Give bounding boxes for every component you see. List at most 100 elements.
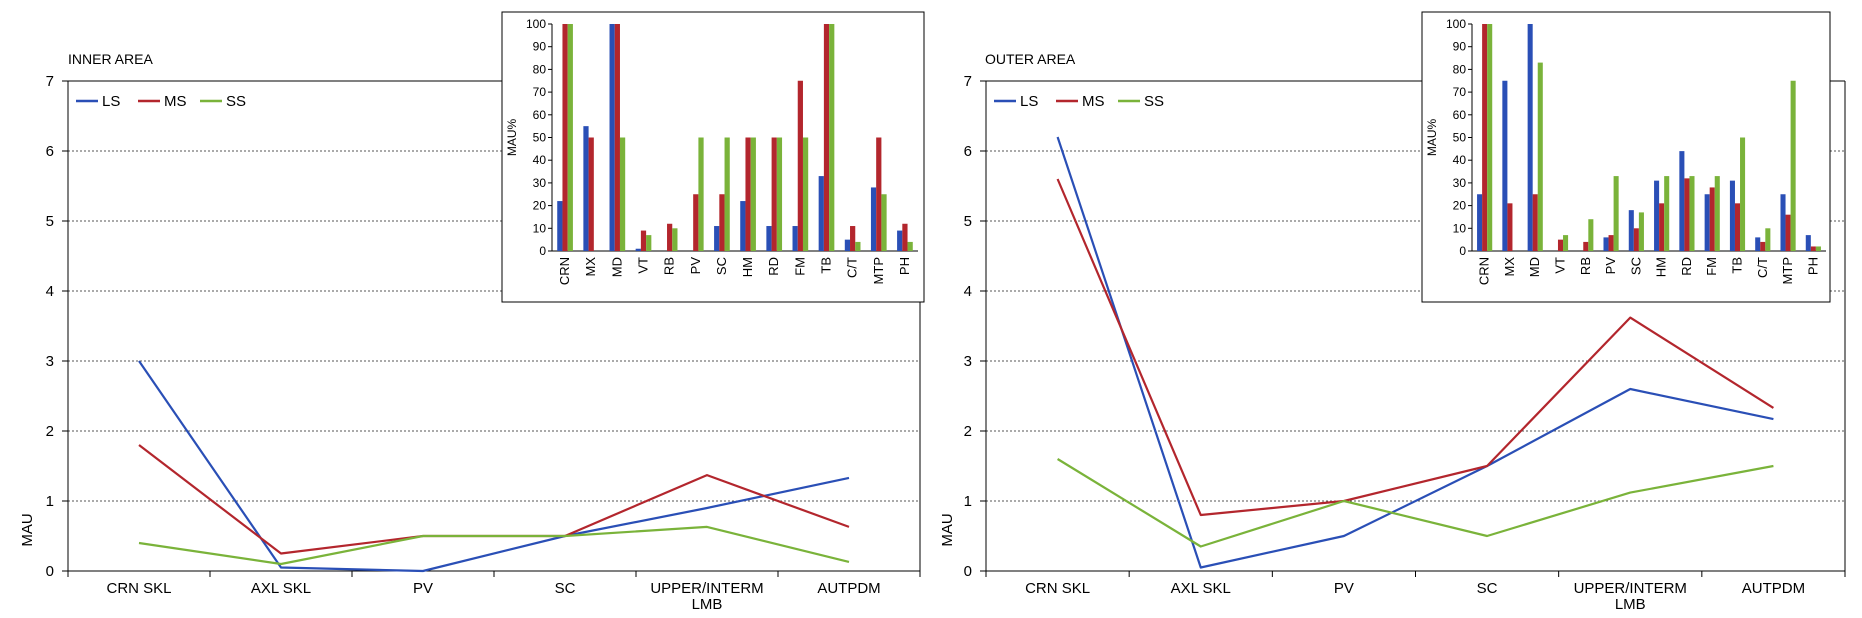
inset-x-tick-label: RB	[1578, 257, 1593, 275]
inset-x-tick-label: HM	[740, 257, 755, 277]
inset-x-tick-label: TB	[819, 257, 834, 274]
bar-ls	[635, 248, 641, 251]
bar-ls	[792, 226, 798, 251]
inner-area-ylabel: MAU	[19, 513, 36, 546]
inset-y-tick-label: 10	[1453, 221, 1467, 235]
bar-ms	[1734, 203, 1741, 251]
series-line-ls	[1056, 136, 1774, 569]
bar-ms	[1709, 187, 1715, 251]
inset-y-tick-label: 40	[533, 153, 547, 167]
inset-y-tick-label: 100	[526, 17, 546, 31]
bar-ss	[1714, 176, 1720, 251]
y-tick-label: 6	[46, 143, 54, 160]
y-tick-label: 6	[964, 143, 972, 160]
inset-x-tick-label: FM	[1704, 257, 1719, 276]
inset-y-tick-label: 30	[1453, 176, 1467, 190]
inset-y-tick-label: 30	[533, 176, 547, 190]
bar-ms	[719, 194, 725, 251]
bar-ls	[844, 239, 851, 251]
bar-ms	[1507, 203, 1513, 251]
x-tick-label: CRN SKL	[106, 580, 171, 597]
bar-ms	[1760, 241, 1766, 251]
series-line-ms	[1056, 178, 1775, 517]
inset-x-tick-label: MX	[1502, 257, 1517, 277]
bar-ss	[855, 241, 861, 251]
bar-ss	[1790, 80, 1796, 251]
inset-y-tick-label: 40	[1453, 153, 1467, 167]
bar-ss	[1613, 176, 1619, 251]
bar-ss	[619, 137, 626, 251]
inset-x-tick-label: VT	[636, 257, 651, 274]
bar-ss	[1689, 176, 1695, 251]
outer-area-ylabel: MAU	[939, 513, 956, 546]
x-tick-label: UPPER/INTERM	[650, 580, 763, 597]
inset-y-tick-label: 20	[1453, 199, 1467, 213]
inset-y-tick-label: 90	[533, 40, 547, 54]
y-tick-label: 4	[46, 283, 54, 300]
y-tick-label: 2	[46, 423, 54, 440]
x-tick-label: PV	[1334, 580, 1354, 597]
outer-line-plot: 0 1 2 3 4 5 6 7 CRN SKL AXL SKL PV SC UPPER/INTERMLM…	[964, 73, 1846, 613]
bar-ls	[1603, 237, 1609, 251]
y-tick-label: 4	[964, 283, 972, 300]
inset-y-tick-label: 70	[1453, 85, 1467, 99]
inset-y-tick-label: 10	[533, 221, 547, 235]
inset-x-tick-label: SC	[714, 257, 729, 275]
bar-ls	[1628, 210, 1634, 251]
y-tick-label: 1	[964, 493, 972, 510]
x-tick-label: AUTPDM	[817, 580, 880, 597]
bar-ms	[1482, 24, 1488, 251]
bar-ls	[818, 176, 824, 251]
inset-y-tick-label: 100	[1446, 17, 1466, 31]
bar-ss	[672, 228, 678, 251]
bar-ss	[1815, 246, 1821, 251]
x-tick-label: AXL SKL	[251, 580, 311, 597]
bar-ms	[1608, 235, 1614, 251]
bar-ls	[583, 126, 589, 251]
bar-ls	[766, 226, 772, 251]
series-line-ss	[138, 525, 850, 566]
x-tick-label: AUTPDM	[1742, 580, 1805, 597]
inset-x-tick-label: C/T	[1755, 257, 1770, 278]
inset-ylabel: MAU%	[1425, 119, 1439, 157]
y-tick-label: 0	[46, 563, 54, 580]
bar-ss	[802, 137, 809, 251]
bar-ms	[745, 137, 751, 251]
bar-ms	[693, 194, 699, 251]
x-tick-sublabel: LMB	[692, 596, 723, 613]
inset-x-tick-label: PV	[688, 257, 703, 275]
bar-ss	[1765, 228, 1771, 251]
inset-y-tick-label: 70	[533, 85, 547, 99]
bar-ms	[902, 223, 908, 251]
bar-ls	[1729, 180, 1735, 251]
inner-line-plot: 0 1 2 3 4 5 6 7 CRN SKL AXL SKL PV SC UPPER/INTERMLM…	[46, 73, 921, 613]
bar-ms	[588, 137, 594, 251]
inset-y-tick-label: 20	[533, 199, 547, 213]
inset-y-tick-label: 50	[533, 131, 547, 145]
inset-x-tick-label: PH	[1805, 257, 1820, 275]
y-tick-label: 0	[964, 563, 972, 580]
inner-inset-bar-chart: 0 10 20 30 40 50 60 70 80 90 100 MAU% CRN MX MD VT RB PV S…	[501, 11, 925, 303]
bar-ms	[1684, 178, 1690, 251]
bar-ms	[1810, 246, 1816, 251]
inset-x-tick-label: TB	[1730, 257, 1745, 274]
bar-ls	[897, 230, 903, 251]
inset-y-tick-label: 50	[1453, 131, 1467, 145]
y-tick-label: 7	[46, 73, 54, 90]
inset-y-tick-label: 60	[1453, 108, 1467, 122]
legend-label-ls: LS	[102, 93, 120, 110]
bar-ms	[562, 24, 568, 251]
inset-x-tick-label: C/T	[845, 257, 860, 278]
legend-label-ss: SS	[226, 93, 246, 110]
bar-ms	[1557, 239, 1564, 251]
x-tick-label: AXL SKL	[1171, 580, 1231, 597]
bar-ss	[1638, 212, 1644, 251]
inset-ylabel: MAU%	[505, 119, 519, 157]
bar-ls	[1780, 194, 1786, 251]
inset-x-tick-label: MX	[583, 257, 598, 277]
inset-x-tick-label: SC	[1628, 257, 1643, 275]
outer-area-title: OUTER AREA	[985, 51, 1076, 67]
bar-ss	[646, 235, 652, 251]
inset-y-tick-label: 0	[1459, 244, 1466, 258]
bar-ls	[1704, 194, 1710, 251]
